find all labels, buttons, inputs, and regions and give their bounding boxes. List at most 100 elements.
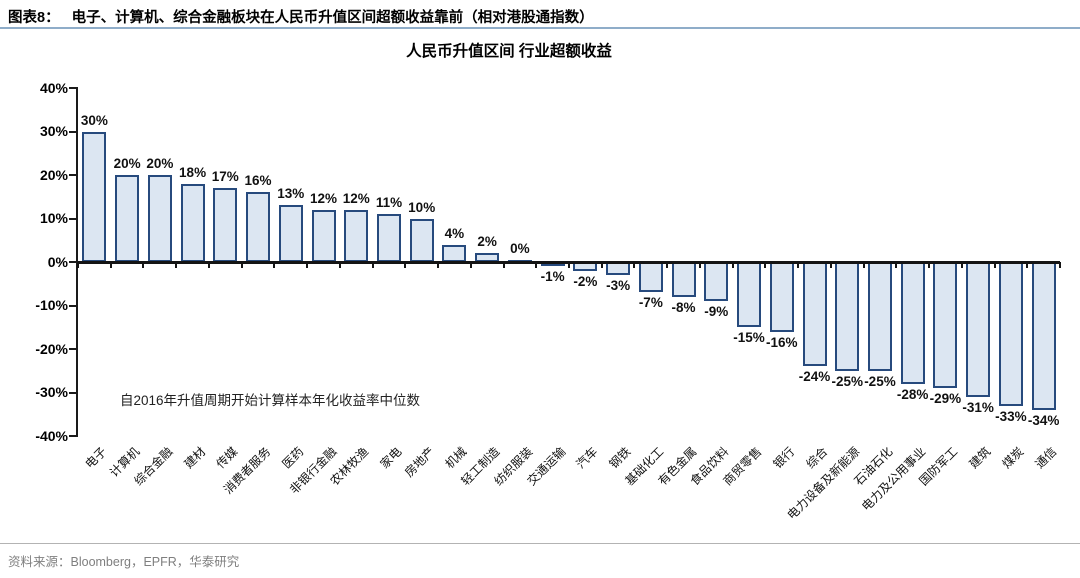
- x-axis-tick: [240, 262, 243, 268]
- bar-value-label: -29%: [929, 391, 962, 407]
- bar-value-label: 11%: [375, 195, 403, 211]
- y-axis-label: -40%: [35, 427, 68, 444]
- x-axis-tick: [338, 262, 341, 268]
- y-axis-label: 10%: [39, 210, 68, 226]
- bar: [638, 262, 663, 293]
- bar: [278, 205, 303, 262]
- bar: [246, 192, 271, 262]
- bar-value-label: -9%: [704, 304, 729, 320]
- x-axis-tick: [1059, 262, 1061, 268]
- x-axis-tick: [600, 262, 603, 268]
- bar-value-label: 0%: [510, 240, 530, 256]
- x-axis-tick: [273, 262, 276, 268]
- bar-value-label: 30%: [80, 112, 108, 128]
- bar: [802, 262, 827, 367]
- bar-value-label: 13%: [277, 186, 305, 202]
- y-axis-label: -30%: [35, 384, 68, 400]
- x-axis-tick: [469, 262, 472, 268]
- chart-annotation: 自2016年升值周期开始计算样本年化收益率中位数: [120, 393, 421, 408]
- y-axis-tick: [69, 435, 78, 437]
- x-axis-tick: [698, 262, 701, 268]
- bar: [344, 209, 369, 262]
- bar-value-label: -34%: [1027, 412, 1060, 428]
- bar-value-label: -25%: [864, 373, 896, 389]
- x-axis-tick: [109, 262, 112, 268]
- bar-value-label: 10%: [408, 199, 436, 215]
- bar: [835, 262, 860, 371]
- bar-value-label: 4%: [444, 225, 465, 241]
- bar: [933, 262, 958, 389]
- y-axis-tick: [69, 130, 78, 133]
- bar-value-label: -28%: [896, 386, 929, 402]
- bar: [213, 188, 238, 262]
- bar: [115, 175, 140, 262]
- x-axis-tick: [437, 262, 440, 268]
- bar: [998, 262, 1023, 406]
- x-axis-tick: [797, 262, 800, 268]
- bar-value-label: 2%: [477, 234, 497, 250]
- bar: [1031, 262, 1056, 410]
- bar-value-label: -2%: [573, 273, 598, 289]
- x-axis-tick: [404, 262, 407, 268]
- x-axis-tick: [306, 262, 309, 268]
- bar-value-label: 12%: [309, 190, 338, 206]
- x-axis-tick: [960, 262, 963, 268]
- bar: [180, 183, 205, 262]
- zero-line: [78, 260, 1060, 264]
- chart-title: 人民币升值区间 行业超额收益: [406, 43, 612, 60]
- bar: [704, 262, 729, 302]
- x-axis-tick: [928, 262, 931, 268]
- bar-value-label: -3%: [606, 278, 631, 294]
- x-axis-tick: [633, 262, 636, 268]
- x-axis-tick: [1026, 262, 1029, 268]
- y-axis-tick: [69, 174, 78, 176]
- x-axis-tick: [568, 262, 570, 268]
- bar: [769, 262, 794, 332]
- x-axis-tick: [371, 262, 374, 268]
- bar-value-label: 17%: [211, 169, 239, 185]
- bar: [966, 262, 991, 397]
- bar-value-label: -1%: [540, 269, 565, 285]
- y-axis-tick: [69, 261, 78, 263]
- bar: [82, 131, 107, 262]
- bar: [147, 175, 172, 262]
- figure-header: 图表8： 电子、计算机、综合金融板块在人民币升值区间超额收益靠前（相对港股通指数）: [8, 6, 594, 27]
- bar: [900, 262, 925, 384]
- bar-value-label: -31%: [962, 399, 994, 415]
- bar-value-label: -15%: [733, 330, 765, 346]
- y-axis-label: 40%: [39, 79, 68, 96]
- y-axis-tick: [69, 304, 78, 307]
- footer-divider: [0, 543, 1080, 544]
- bar-value-label: 20%: [113, 156, 141, 171]
- y-axis-tick: [69, 87, 78, 89]
- bar: [376, 214, 401, 262]
- x-axis-tick: [993, 262, 996, 268]
- bar-value-label: -7%: [638, 295, 663, 311]
- bar: [311, 209, 336, 262]
- y-axis-label: -10%: [35, 297, 68, 313]
- source-note: 资料来源：Bloomberg，EPFR，华泰研究: [8, 555, 240, 569]
- x-axis-tick: [77, 262, 79, 268]
- bar-value-label: 18%: [179, 164, 207, 180]
- figure-title: 电子、计算机、综合金融板块在人民币升值区间超额收益靠前（相对港股通指数）: [71, 10, 594, 26]
- y-axis-label: 30%: [39, 123, 68, 139]
- y-axis-label: 20%: [39, 166, 68, 183]
- bar-value-label: -8%: [671, 299, 696, 315]
- bar: [409, 218, 434, 262]
- x-axis-tick: [502, 262, 505, 268]
- bar-value-label: -16%: [766, 334, 798, 350]
- x-axis-tick: [142, 262, 145, 268]
- y-axis-tick: [69, 391, 78, 394]
- bar-chart: 自2016年升值周期开始计算样本年化收益率中位数 40% 30% 20% 10% 0% -…: [35, 80, 1061, 522]
- bar-value-label: 12%: [342, 190, 370, 206]
- bar-value-label: -33%: [995, 408, 1027, 424]
- y-axis-label: -20%: [35, 340, 68, 357]
- y-axis-tick: [69, 217, 78, 220]
- bar: [867, 262, 892, 371]
- bar-value-label: -24%: [798, 369, 831, 385]
- x-axis-tick: [764, 262, 767, 268]
- x-axis-tick: [895, 262, 898, 268]
- bar-value-label: 20%: [146, 156, 174, 171]
- x-axis-tick: [175, 262, 178, 268]
- x-axis-tick: [862, 262, 865, 268]
